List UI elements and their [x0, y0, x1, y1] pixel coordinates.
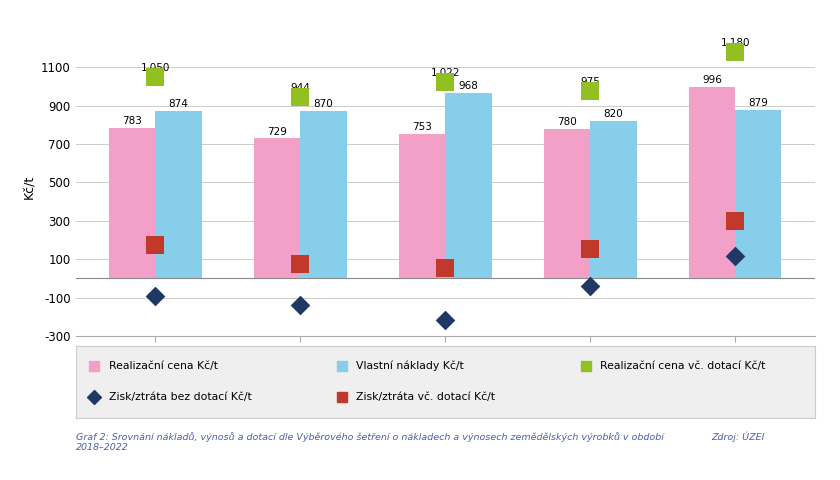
Bar	[735, 109, 781, 278]
Text: 820: 820	[603, 109, 623, 119]
Point	[728, 252, 742, 260]
Text: 996: 996	[702, 75, 722, 85]
Text: 968: 968	[459, 81, 478, 91]
Bar	[543, 129, 591, 278]
Text: 870: 870	[313, 99, 333, 109]
Point	[438, 316, 452, 324]
Bar	[399, 134, 445, 278]
Point	[87, 362, 101, 370]
Point	[728, 48, 742, 56]
Bar	[254, 138, 300, 278]
Bar	[689, 87, 735, 278]
Text: 975: 975	[580, 77, 600, 87]
Bar	[300, 111, 347, 278]
Point	[293, 260, 307, 268]
Point	[728, 217, 742, 225]
Text: 879: 879	[748, 98, 769, 108]
Point	[584, 87, 597, 95]
Text: 753: 753	[412, 122, 432, 132]
Point	[438, 78, 452, 86]
Text: 944: 944	[291, 84, 310, 93]
Point	[438, 264, 452, 272]
Point	[584, 245, 597, 252]
Point	[335, 394, 349, 401]
Text: 1 022: 1 022	[431, 68, 459, 78]
Text: Realizační cena vč. dotací Kč/t: Realizační cena vč. dotací Kč/t	[601, 361, 766, 371]
Point	[335, 362, 349, 370]
Text: Vlastní náklady Kč/t: Vlastní náklady Kč/t	[356, 360, 465, 371]
Text: 1 050: 1 050	[141, 63, 170, 73]
Point	[293, 93, 307, 101]
Text: Realizační cena Kč/t: Realizační cena Kč/t	[109, 361, 218, 371]
Bar	[591, 121, 637, 278]
Y-axis label: Kč/t: Kč/t	[23, 175, 35, 199]
Text: Zdroj: ÚZEI: Zdroj: ÚZEI	[711, 432, 764, 443]
Point	[293, 301, 307, 309]
Point	[87, 394, 101, 401]
Point	[149, 292, 162, 300]
Bar	[109, 128, 155, 278]
Point	[584, 282, 597, 290]
Bar	[445, 93, 491, 278]
Text: 1 180: 1 180	[721, 38, 749, 48]
Point	[149, 73, 162, 81]
Text: Zisk/ztráta bez dotací Kč/t: Zisk/ztráta bez dotací Kč/t	[109, 393, 252, 402]
Text: Graf 2: Srovnání nákladů, výnosů a dotací dle Výběrového šetření o nákladech a v: Graf 2: Srovnání nákladů, výnosů a dotac…	[76, 432, 664, 452]
Point	[579, 362, 592, 370]
Text: 729: 729	[267, 127, 287, 136]
Text: Zisk/ztráta vč. dotací Kč/t: Zisk/ztráta vč. dotací Kč/t	[356, 393, 496, 402]
Text: 780: 780	[557, 117, 577, 127]
Point	[149, 241, 162, 249]
Text: 874: 874	[169, 99, 188, 108]
Bar	[155, 110, 202, 278]
Text: 783: 783	[122, 116, 142, 126]
